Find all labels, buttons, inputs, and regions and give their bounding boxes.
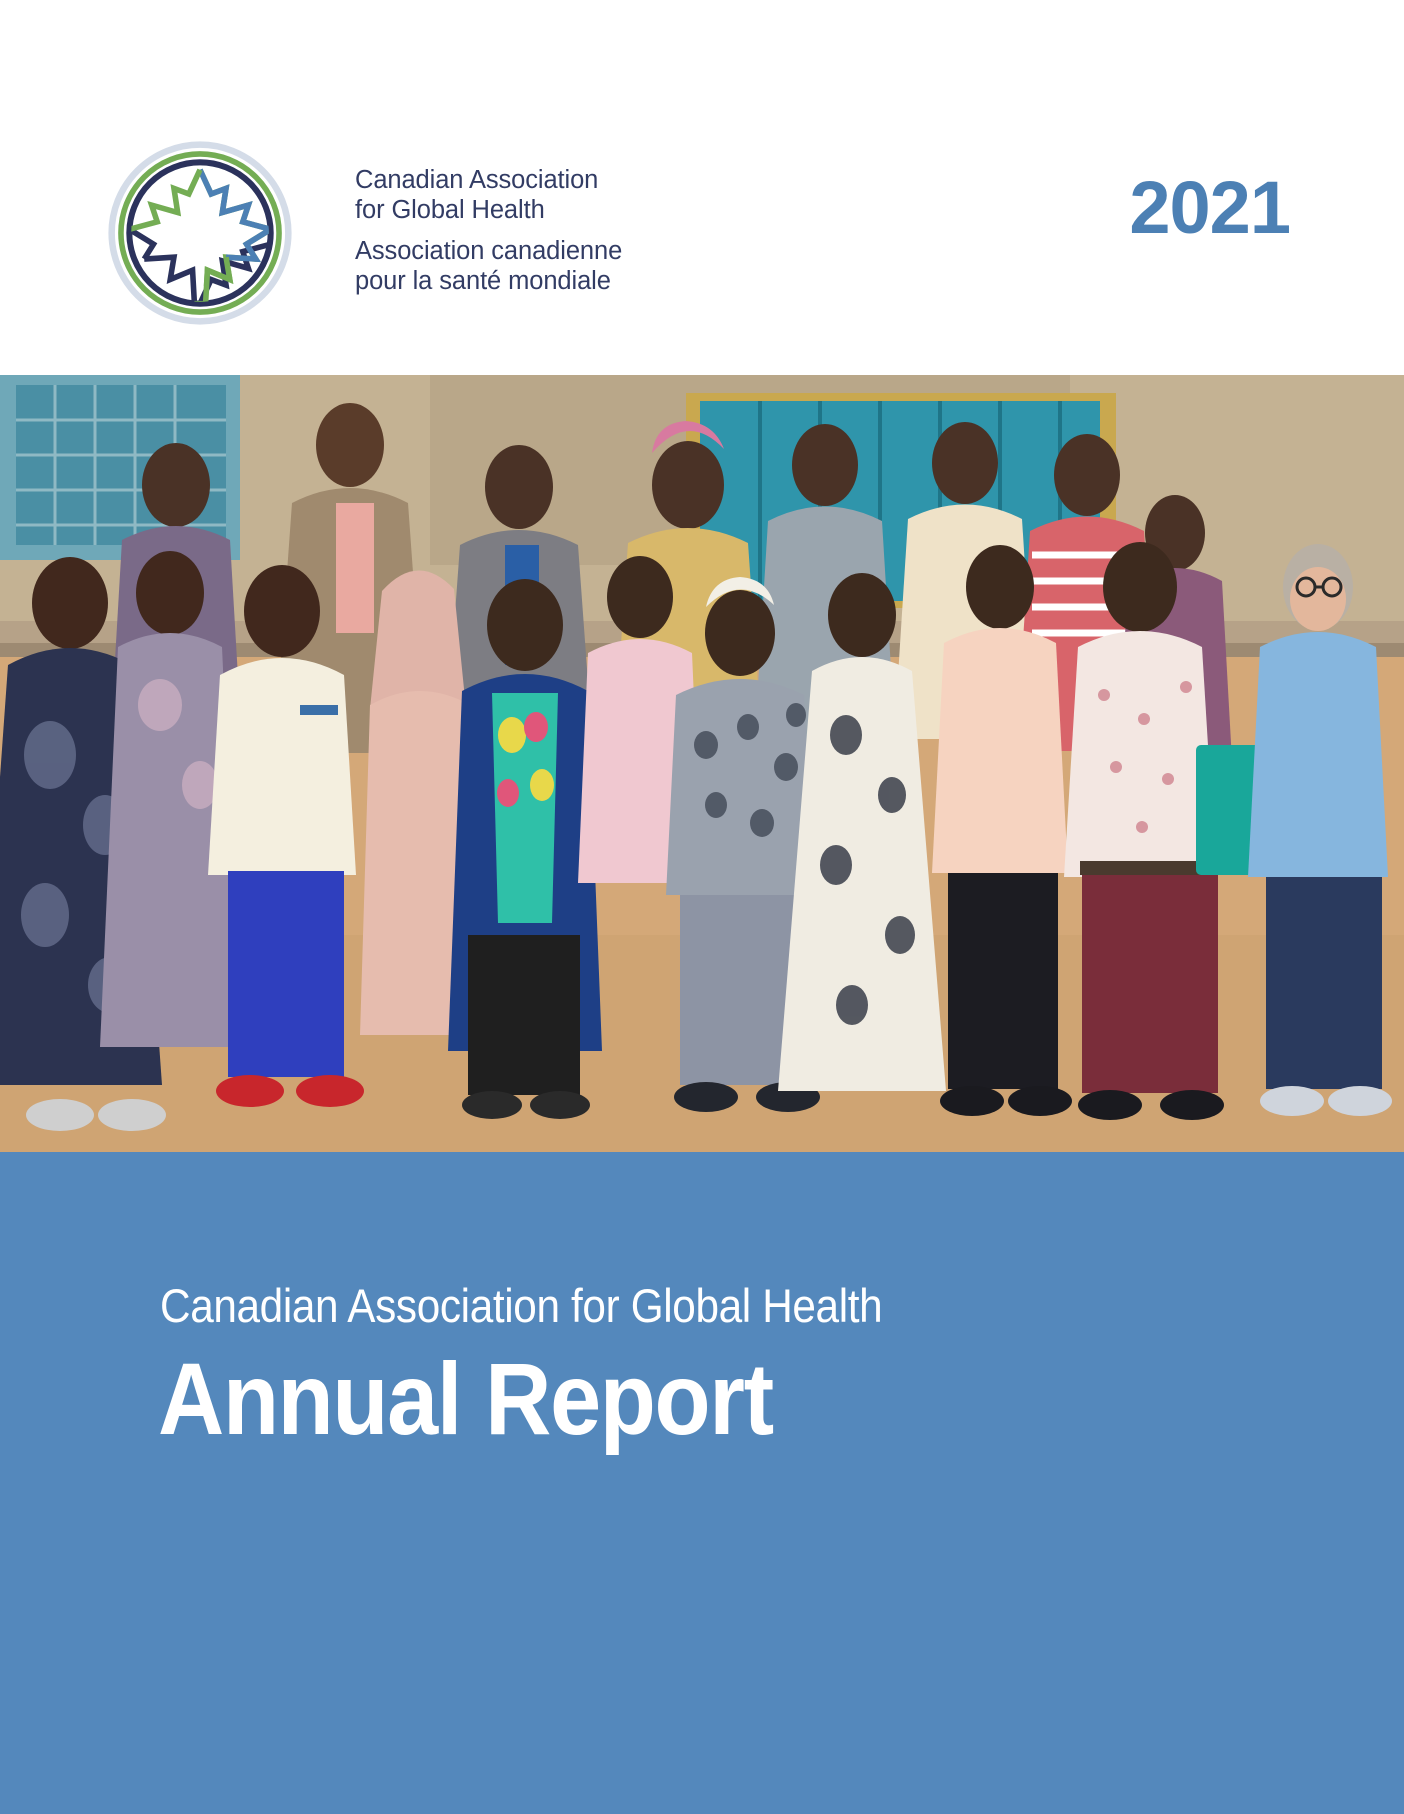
organization-logo-block: Canadian Association for Global Health A…	[107, 140, 627, 325]
wordmark-line-fr-1: Association canadienne	[355, 237, 623, 265]
organization-wordmark: Canadian Association for Global Health A…	[355, 166, 685, 296]
wordmark-line-en-2: for Global Health	[355, 195, 545, 224]
banner-report-title: Annual Report	[158, 1342, 774, 1456]
banner-organization-name: Canadian Association for Global Health	[160, 1279, 883, 1332]
report-year: 2021	[1129, 166, 1291, 249]
cover-header: Canadian Association for Global Health A…	[0, 0, 1404, 375]
cover-title-banner	[0, 1152, 1404, 1814]
wordmark-line-fr-2: pour la santé mondiale	[355, 266, 611, 295]
cagh-maple-leaf-roundel-logo-icon	[107, 140, 293, 326]
wordmark-line-en-1: Canadian Association	[355, 166, 599, 194]
cover-photo	[0, 375, 1404, 1152]
wordmark-spacer	[355, 225, 685, 237]
